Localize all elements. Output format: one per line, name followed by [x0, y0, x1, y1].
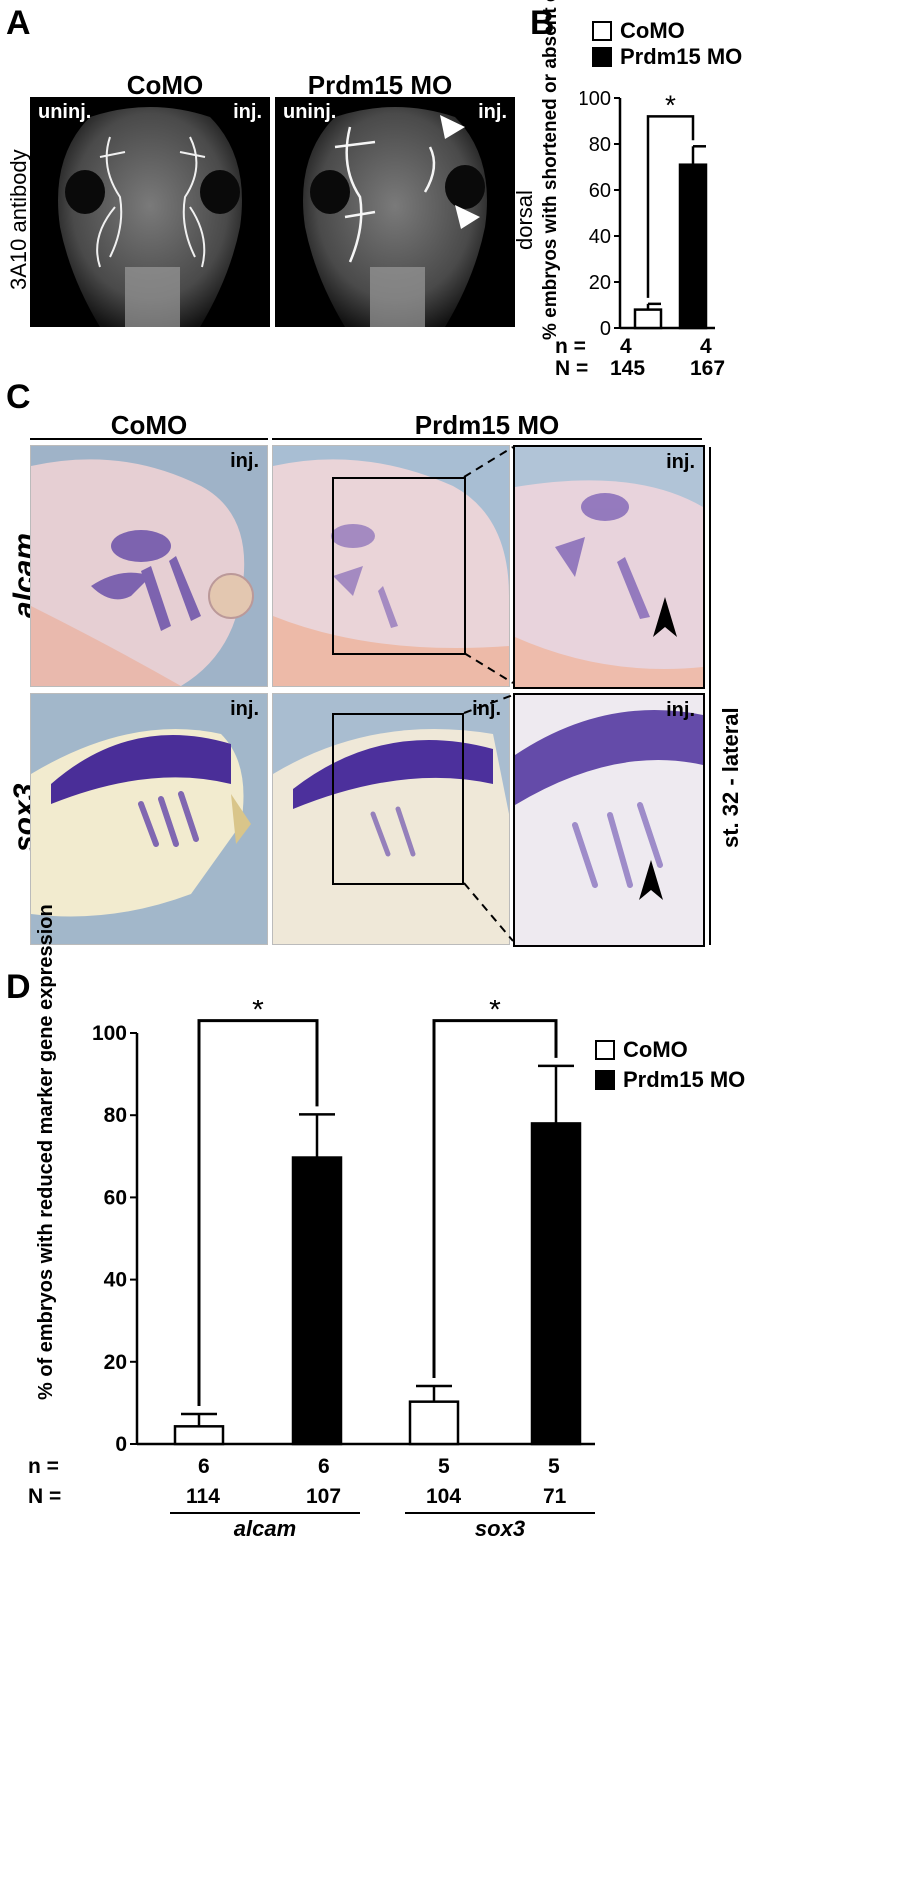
panel-b-N-prdm15: 167: [690, 357, 726, 380]
sox3-zoom-inj: inj.: [666, 699, 695, 721]
alcam-como-image: inj.: [30, 445, 268, 687]
panel-d-n-label: n =: [28, 1455, 59, 1478]
legend-d-swatch-como: [595, 1040, 615, 1060]
group-rule-sox3: [405, 1512, 595, 1514]
como-uninj-label: uninj.: [38, 101, 92, 123]
panel-b-n-como: 4: [620, 335, 632, 358]
chart-d-ytick-label: 60: [104, 1186, 127, 1209]
chart-b-ytick-label: 80: [589, 134, 611, 156]
panel-d-N-4: 71: [543, 1485, 567, 1508]
panel-b-letter: B: [530, 4, 555, 42]
como-3a10-image: uninj. inj.: [30, 97, 270, 327]
panel-c-side-label: st. 32 - lateral: [718, 707, 743, 848]
panel-a-letter: A: [6, 4, 31, 42]
panel-d-n-3: 5: [438, 1455, 450, 1478]
sox3-como-inj: inj.: [230, 698, 259, 720]
group-rule-alcam: [170, 1512, 360, 1514]
panel-b-n-label: n =: [555, 335, 586, 358]
chart-b-ytick-label: 20: [589, 272, 611, 294]
legend-label-como: CoMO: [620, 18, 685, 43]
zoom-connectors: [463, 446, 711, 945]
panel-b-chart: 0 20 40 60 80 100 *: [580, 88, 715, 340]
panel-c-col-como: CoMO: [110, 410, 188, 440]
panel-c-como-rule: [30, 438, 268, 440]
panel-a-col-como: CoMO: [126, 70, 204, 100]
panel-d-ylabel: % of embryos with reduced marker gene ex…: [35, 904, 58, 1400]
panel-d-legend-como: CoMO: [595, 1037, 688, 1063]
panel-d-N-3: 104: [426, 1485, 462, 1508]
chart-b-ytick-label: 60: [589, 180, 611, 202]
group-label-sox3: sox3: [474, 1516, 526, 1541]
panel-d-n-4: 5: [548, 1455, 560, 1478]
panel-d-N-label: N =: [28, 1485, 62, 1508]
chart-d-ytick-label: 40: [104, 1269, 127, 1292]
legend-swatch-como: [592, 21, 612, 41]
panel-d-n-1: 6: [198, 1455, 210, 1478]
panel-b-n-prdm15: 4: [700, 335, 712, 358]
legend-d-label-prdm15: Prdm15 MO: [623, 1067, 746, 1092]
panel-b-legend-prdm15: Prdm15 MO: [592, 44, 742, 70]
panel-c-letter: C: [6, 378, 31, 416]
group-label-alcam: alcam: [233, 1516, 297, 1541]
chart-d-sig-star: *: [489, 1000, 501, 1027]
alcam-zoom-inj: inj.: [666, 451, 695, 473]
alcam-como-inj: inj.: [230, 450, 259, 472]
chart-b-ytick-label: 40: [589, 226, 611, 248]
panel-c-col-prdm15: Prdm15 MO: [414, 410, 560, 440]
chart-d-ytick-label: 80: [104, 1104, 127, 1127]
chart-b-sig-bracket: [646, 115, 695, 298]
panel-b-legend-como: CoMO: [592, 18, 685, 44]
chart-b-ytick-label: 0: [600, 318, 611, 340]
chart-d-bar: [291, 1156, 343, 1446]
sox3-como-image: inj.: [30, 693, 268, 945]
legend-swatch-prdm15: [592, 47, 612, 67]
panel-d-N-2: 107: [306, 1485, 342, 1508]
chart-d-bar: [408, 1400, 460, 1446]
panel-d-N-1: 114: [186, 1485, 220, 1508]
sox3-prdm15-inj: inj.: [472, 698, 501, 720]
prdm15-uninj-label: uninj.: [283, 101, 337, 123]
panel-a-col-prdm15: Prdm15 MO: [307, 70, 453, 100]
sox3-prdm15-zoom-image: inj.: [513, 693, 705, 947]
legend-d-label-como: CoMO: [623, 1037, 688, 1062]
panel-b-N-como: 145: [610, 357, 646, 380]
chart-b-sig-star: *: [665, 89, 676, 120]
chart-b-bar: [678, 163, 708, 330]
chart-d-sig-bracket: [197, 1019, 319, 1406]
prdm15-inj-label: inj.: [478, 101, 507, 123]
chart-d-ytick-label: 100: [92, 1022, 127, 1045]
chart-d-sig-bracket: [432, 1019, 558, 1379]
panel-b-N-label: N =: [555, 357, 589, 380]
alcam-prdm15-image: [272, 445, 510, 687]
chart-d-bar: [530, 1122, 582, 1446]
panel-c-prdm15-rule: [272, 438, 702, 440]
chart-d-ytick-label: 0: [115, 1433, 127, 1456]
como-inj-label: inj.: [233, 101, 262, 123]
chart-d-ytick-label: 20: [104, 1351, 127, 1374]
chart-b-ytick-label: 100: [580, 88, 611, 110]
panel-d-n-2: 6: [318, 1455, 330, 1478]
chart-d-bar: [173, 1425, 225, 1446]
panel-d-chart: 0 20 40 60 80 100 * *: [92, 1000, 595, 1456]
legend-d-swatch-prdm15: [595, 1070, 615, 1090]
panel-d-letter: D: [6, 968, 31, 1006]
legend-label-prdm15: Prdm15 MO: [620, 44, 743, 69]
alcam-prdm15-zoom-image: inj.: [513, 445, 705, 689]
chart-d-sig-star: *: [252, 1000, 264, 1027]
panel-d-legend-prdm15: Prdm15 MO: [595, 1067, 745, 1093]
panel-d-ylabel-text: % of embryos with reduced marker gene ex…: [35, 904, 57, 1400]
prdm15-3a10-image: uninj. inj.: [275, 97, 515, 327]
sox3-prdm15-image: inj.: [272, 693, 510, 945]
